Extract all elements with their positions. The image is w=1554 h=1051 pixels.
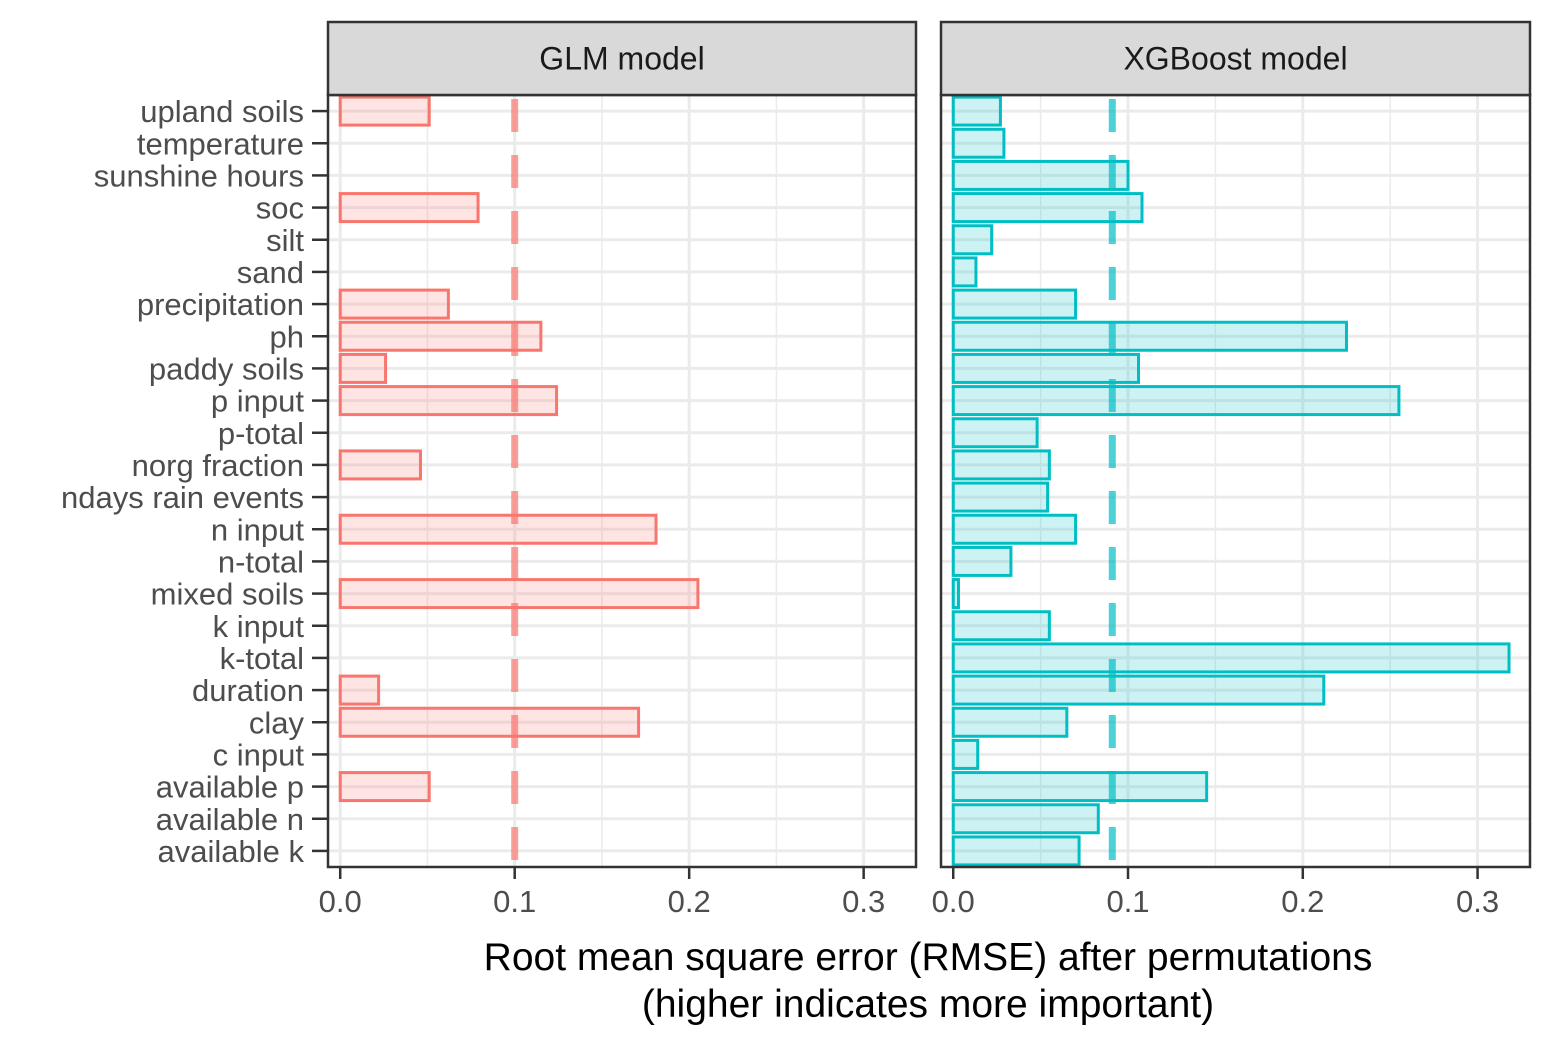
y-tick-label-upland-soils: upland soils	[140, 94, 304, 129]
y-tick-label-temperature: temperature	[137, 126, 304, 161]
panel-xgboost-model: XGBoost model 0.0 0.1 0.2 0.3	[932, 20, 1532, 919]
y-tick-label-mixed-soils: mixed soils	[151, 577, 304, 612]
x-tick-label-0-0: 0.0	[319, 884, 362, 919]
strip-title-glm-model: GLM model	[539, 41, 704, 77]
panel-glm-model: GLM model 0.0 0.1 0.2 0.3	[319, 20, 918, 919]
bar-xgboost-model-duration	[951, 674, 1326, 706]
y-tick-label-available-n: available n	[156, 802, 304, 837]
y-tick-label-k-total: k-total	[220, 641, 304, 676]
bar-xgboost-model-n-input	[951, 513, 1078, 545]
y-tick-label-norg-fraction: norg fraction	[132, 448, 304, 483]
y-tick-label-sunshine-hours: sunshine hours	[94, 158, 304, 193]
x-tick-label-0-3: 0.3	[1456, 884, 1499, 919]
bar-xgboost-model-k-total	[951, 642, 1511, 674]
x-axis-title-line2: (higher indicates more important)	[642, 983, 1214, 1026]
bar-glm-model-duration	[338, 674, 381, 706]
y-tick-label-n-input: n input	[211, 512, 304, 547]
bar-glm-model-paddy-soils	[338, 352, 388, 384]
bar-xgboost-model-sunshine-hours	[951, 159, 1130, 191]
bar-xgboost-model-p-input	[951, 385, 1401, 417]
bar-glm-model-n-input	[338, 513, 658, 545]
bar-glm-model-clay	[338, 706, 641, 738]
bar-xgboost-model-ph	[951, 320, 1348, 352]
bar-glm-model-p-input	[338, 385, 559, 417]
bar-glm-model-precipitation	[338, 288, 450, 320]
y-tick-label-n-total: n-total	[218, 544, 304, 579]
x-axis-title-line1: Root mean square error (RMSE) after perm…	[484, 936, 1373, 979]
bar-glm-model-soc	[338, 192, 480, 224]
y-tick-label-sand: sand	[237, 255, 304, 290]
bar-xgboost-model-norg-fraction	[951, 449, 1051, 481]
x-tick-label-0-1: 0.1	[1106, 884, 1149, 919]
bar-xgboost-model-temperature	[951, 127, 1006, 159]
y-tick-label-precipitation: precipitation	[137, 287, 304, 322]
y-tick-label-duration: duration	[192, 673, 304, 708]
y-tick-label-p-input: p input	[211, 384, 304, 419]
y-tick-label-soc: soc	[256, 191, 304, 226]
bar-xgboost-model-paddy-soils	[951, 352, 1140, 384]
y-tick-label-available-k: available k	[158, 834, 305, 869]
y-tick-label-ph: ph	[270, 319, 304, 354]
y-tick-label-clay: clay	[249, 705, 305, 740]
x-tick-label-0-3: 0.3	[842, 884, 885, 919]
x-tick-label-0-2: 0.2	[668, 884, 711, 919]
panel-background	[941, 95, 1530, 867]
x-tick-label-0-1: 0.1	[493, 884, 536, 919]
y-tick-label-c-input: c input	[213, 737, 305, 772]
strip-title-xgboost-model: XGBoost model	[1123, 41, 1347, 77]
y-tick-label-k-input: k input	[213, 609, 305, 644]
y-tick-label-silt: silt	[266, 223, 304, 258]
x-tick-label-0-2: 0.2	[1281, 884, 1324, 919]
bar-xgboost-model-clay	[951, 706, 1069, 738]
bar-xgboost-model-c-input	[951, 738, 980, 770]
facet-panels: GLM model 0.0 0.1 0.2 0.3 XGBoost model 0.0 0.1…	[319, 20, 1532, 919]
y-tick-label-p-total: p-total	[218, 416, 304, 451]
panel-background	[328, 95, 916, 867]
bar-xgboost-model-precipitation	[951, 288, 1078, 320]
bar-xgboost-model-ndays-rain-events	[951, 481, 1050, 513]
bar-glm-model-upland-soils	[338, 95, 431, 127]
strip-background	[326, 20, 918, 97]
strip-background	[939, 20, 1532, 97]
bar-xgboost-model-available-p	[951, 771, 1209, 803]
bar-glm-model-norg-fraction	[338, 449, 422, 481]
y-tick-label-ndays-rain-events: ndays rain events	[61, 480, 304, 515]
bar-xgboost-model-available-n	[951, 803, 1100, 835]
bar-xgboost-model-available-k	[951, 835, 1081, 867]
bar-xgboost-model-mixed-soils	[951, 578, 960, 610]
x-tick-label-0-0: 0.0	[932, 884, 975, 919]
bar-glm-model-available-p	[338, 771, 431, 803]
y-tick-label-paddy-soils: paddy soils	[149, 351, 304, 386]
bar-xgboost-model-k-input	[951, 610, 1051, 642]
y-tick-label-available-p: available p	[156, 770, 304, 805]
bar-glm-model-mixed-soils	[338, 578, 700, 610]
bar-xgboost-model-soc	[951, 192, 1144, 224]
bar-xgboost-model-upland-soils	[951, 95, 1002, 127]
bar-glm-model-ph	[338, 320, 543, 352]
bar-xgboost-model-n-total	[951, 545, 1013, 577]
bar-xgboost-model-p-total	[951, 417, 1039, 449]
bar-xgboost-model-silt	[951, 224, 994, 256]
bar-xgboost-model-sand	[951, 256, 978, 288]
